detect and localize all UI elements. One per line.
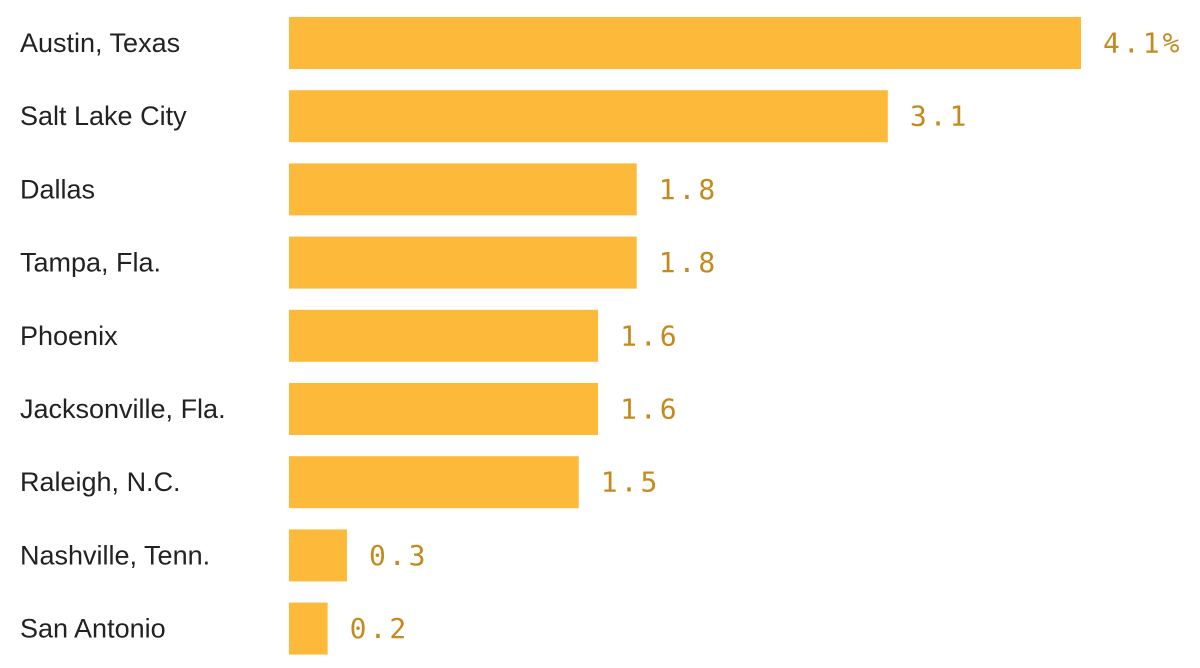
bar [289, 90, 888, 143]
category-label: Austin, Texas [20, 28, 180, 58]
bars-group [289, 17, 1081, 655]
category-label: Phoenix [20, 321, 118, 351]
bar [289, 17, 1081, 69]
value-labels-group: 4.1% 3.1 1.8 1.8 1.6 1.6 1.5 0.3 0.2 [350, 27, 1182, 646]
category-label: Raleigh, N.C. [20, 467, 181, 497]
category-label: San Antonio [20, 614, 166, 644]
bar [289, 236, 637, 289]
category-label: Dallas [20, 174, 95, 204]
bar [289, 309, 599, 362]
category-label: Salt Lake City [20, 101, 187, 131]
bar [289, 383, 599, 435]
category-label: Jacksonville, Fla. [20, 394, 226, 424]
value-label: 0.2 [350, 612, 410, 645]
value-label: 1.8 [659, 246, 719, 279]
bar [289, 456, 579, 509]
value-label: 4.1% [1103, 27, 1182, 60]
bar [289, 602, 328, 655]
value-label: 1.6 [620, 319, 680, 352]
category-label: Tampa, Fla. [20, 248, 161, 278]
bar [289, 163, 637, 216]
bar [289, 529, 347, 582]
value-label: 3.1 [910, 100, 970, 133]
value-label: 1.6 [620, 393, 680, 426]
category-labels-group: Austin, Texas Salt Lake City Dallas Tampa, … [20, 28, 226, 644]
value-label: 1.5 [601, 466, 661, 499]
category-label: Nashville, Tenn. [20, 540, 210, 570]
value-label: 1.8 [659, 173, 719, 206]
value-label: 0.3 [369, 539, 429, 572]
